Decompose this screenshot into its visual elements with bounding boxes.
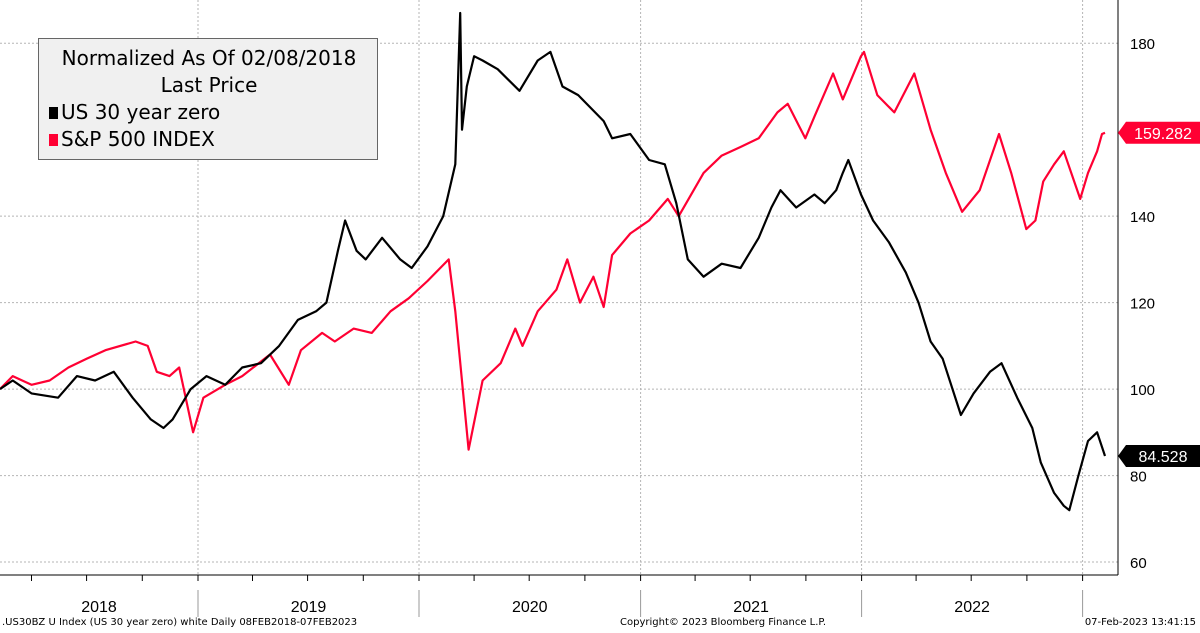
last-value-badge-spx: 159.282 bbox=[1118, 121, 1200, 144]
y-tick-label: 100 bbox=[1130, 382, 1155, 399]
y-axis-labels: 60 80 100 120 140 180 bbox=[1130, 36, 1155, 572]
legend-swatch-red bbox=[49, 133, 58, 146]
legend-entry-label: US 30 year zero bbox=[61, 100, 221, 124]
y-tick-label: 180 bbox=[1130, 36, 1155, 53]
x-tick-label: 2018 bbox=[81, 599, 117, 616]
y-tick-label: 80 bbox=[1130, 469, 1147, 486]
x-axis-labels: 2018 2019 2020 2021 2022 bbox=[81, 599, 990, 616]
footer-timestamp: 07-Feb-2023 13:41:15 bbox=[1084, 617, 1196, 628]
legend-swatch-black bbox=[49, 106, 58, 119]
badge-background bbox=[1118, 121, 1200, 144]
x-tick-label: 2022 bbox=[954, 599, 990, 616]
legend-entry-label: S&P 500 INDEX bbox=[61, 127, 215, 151]
series-line-spx bbox=[0, 50, 1106, 451]
y-tick-label: 60 bbox=[1130, 555, 1147, 572]
x-axis-ticks bbox=[30, 575, 1084, 617]
x-tick-label: 2019 bbox=[291, 599, 327, 616]
legend-entry-us30: US 30 year zero bbox=[49, 99, 369, 126]
badge-background bbox=[1118, 444, 1200, 467]
series-lines bbox=[0, 11, 1107, 512]
badge-value: 159.282 bbox=[1134, 126, 1192, 143]
badge-value: 84.528 bbox=[1139, 449, 1188, 466]
x-tick-label: 2020 bbox=[512, 599, 548, 616]
legend-subtitle: Last Price bbox=[160, 73, 258, 97]
series-line-us30-zero bbox=[0, 11, 1107, 512]
x-tick-label: 2021 bbox=[733, 599, 769, 616]
footer-source: .US30BZ U Index (US 30 year zero) white … bbox=[2, 617, 358, 628]
legend-entry-spx: S&P 500 INDEX bbox=[49, 126, 369, 153]
last-value-badge-us30-zero: 84.528 bbox=[1118, 444, 1200, 467]
footer-copyright: Copyright© 2023 Bloomberg Finance L.P. bbox=[620, 617, 827, 628]
y-tick-label: 120 bbox=[1130, 296, 1155, 313]
y-tick-label: 140 bbox=[1130, 209, 1155, 226]
legend-title: Normalized As Of 02/08/2018 bbox=[61, 46, 357, 70]
chart-legend: Normalized As Of 02/08/2018 Last Price U… bbox=[38, 38, 378, 160]
last-value-badges: 84.528 159.282 bbox=[1118, 121, 1200, 467]
